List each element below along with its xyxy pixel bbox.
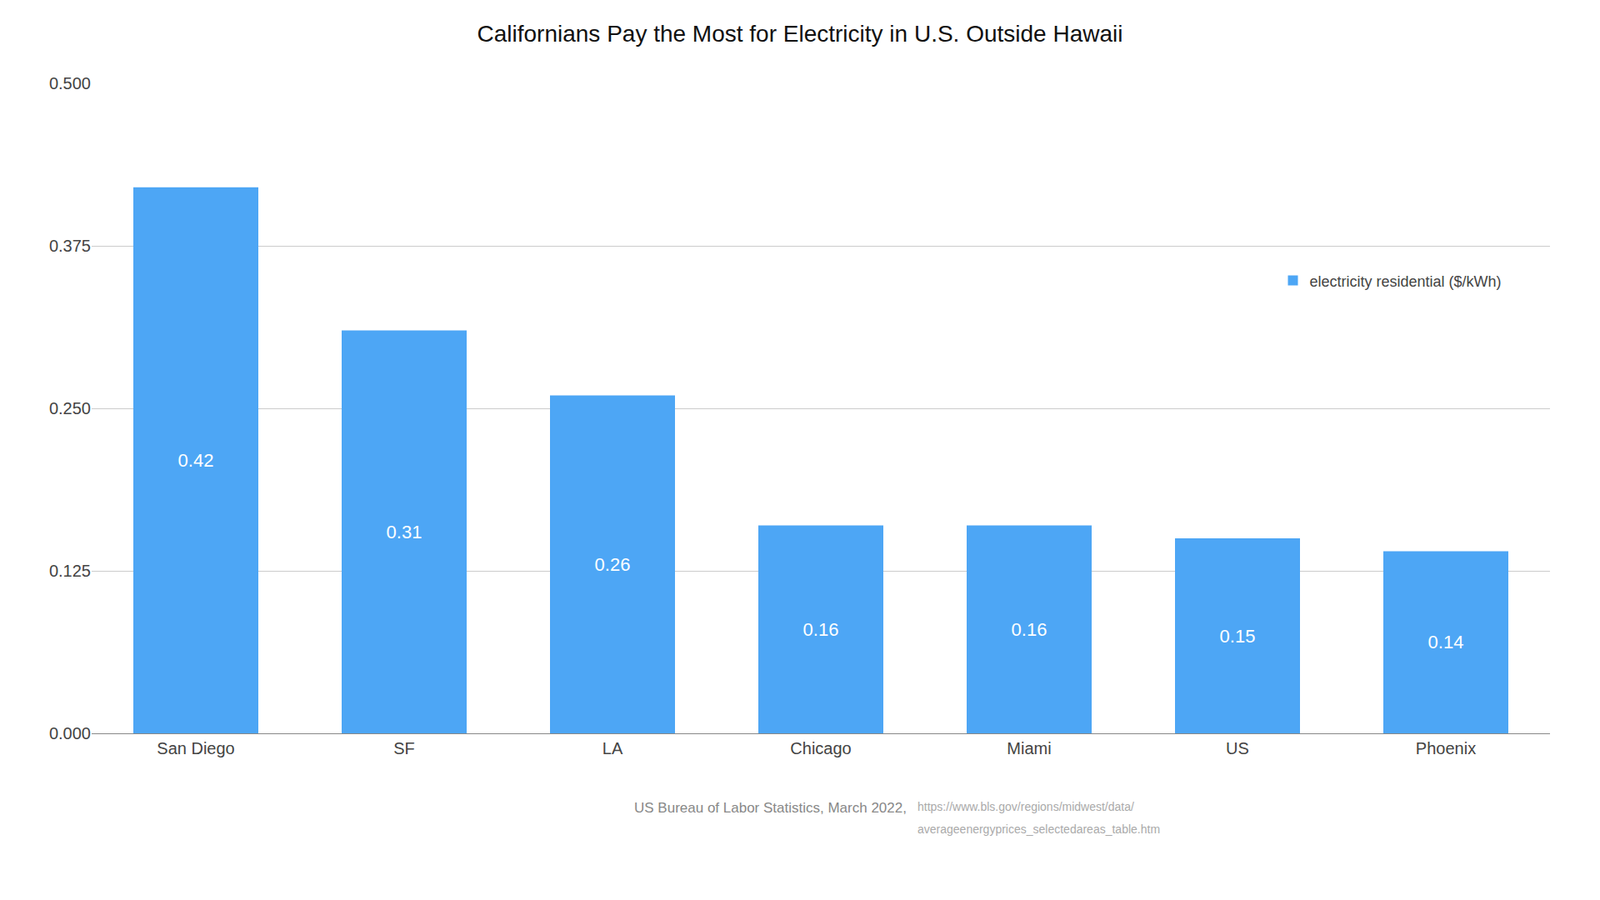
svg-text:0.500: 0.500 [49,74,91,93]
svg-text:0.250: 0.250 [49,399,91,418]
svg-text:0.31: 0.31 [386,521,423,543]
svg-text:0.16: 0.16 [803,619,840,640]
svg-text:US Bureau of Labor Statistics,: US Bureau of Labor Statistics, March 202… [634,800,907,816]
svg-text:0.14: 0.14 [1428,631,1465,653]
svg-text:0.375: 0.375 [49,236,91,255]
svg-text:0.125: 0.125 [49,561,91,580]
svg-text:LA: LA [602,739,624,758]
svg-text:0.42: 0.42 [178,450,215,471]
svg-text:Californians Pay the Most for: Californians Pay the Most for Electricit… [477,20,1124,47]
svg-text:averageenergyprices_selectedar: averageenergyprices_selectedareas_table.… [917,822,1160,836]
svg-text:0.16: 0.16 [1011,619,1048,640]
svg-text:0.000: 0.000 [49,724,91,743]
svg-text:Phoenix: Phoenix [1415,739,1476,758]
svg-text:electricity residential ($/kWh: electricity residential ($/kWh) [1310,273,1502,290]
svg-text:Miami: Miami [1006,739,1051,758]
svg-text:Chicago: Chicago [790,739,851,758]
svg-text:SF: SF [393,739,415,758]
svg-text:https://www.bls.gov/regions/mi: https://www.bls.gov/regions/midwest/data… [917,800,1135,814]
svg-text:0.15: 0.15 [1220,625,1256,647]
svg-text:0.26: 0.26 [595,554,631,575]
svg-text:US: US [1225,739,1250,758]
svg-text:San Diego: San Diego [156,739,235,758]
